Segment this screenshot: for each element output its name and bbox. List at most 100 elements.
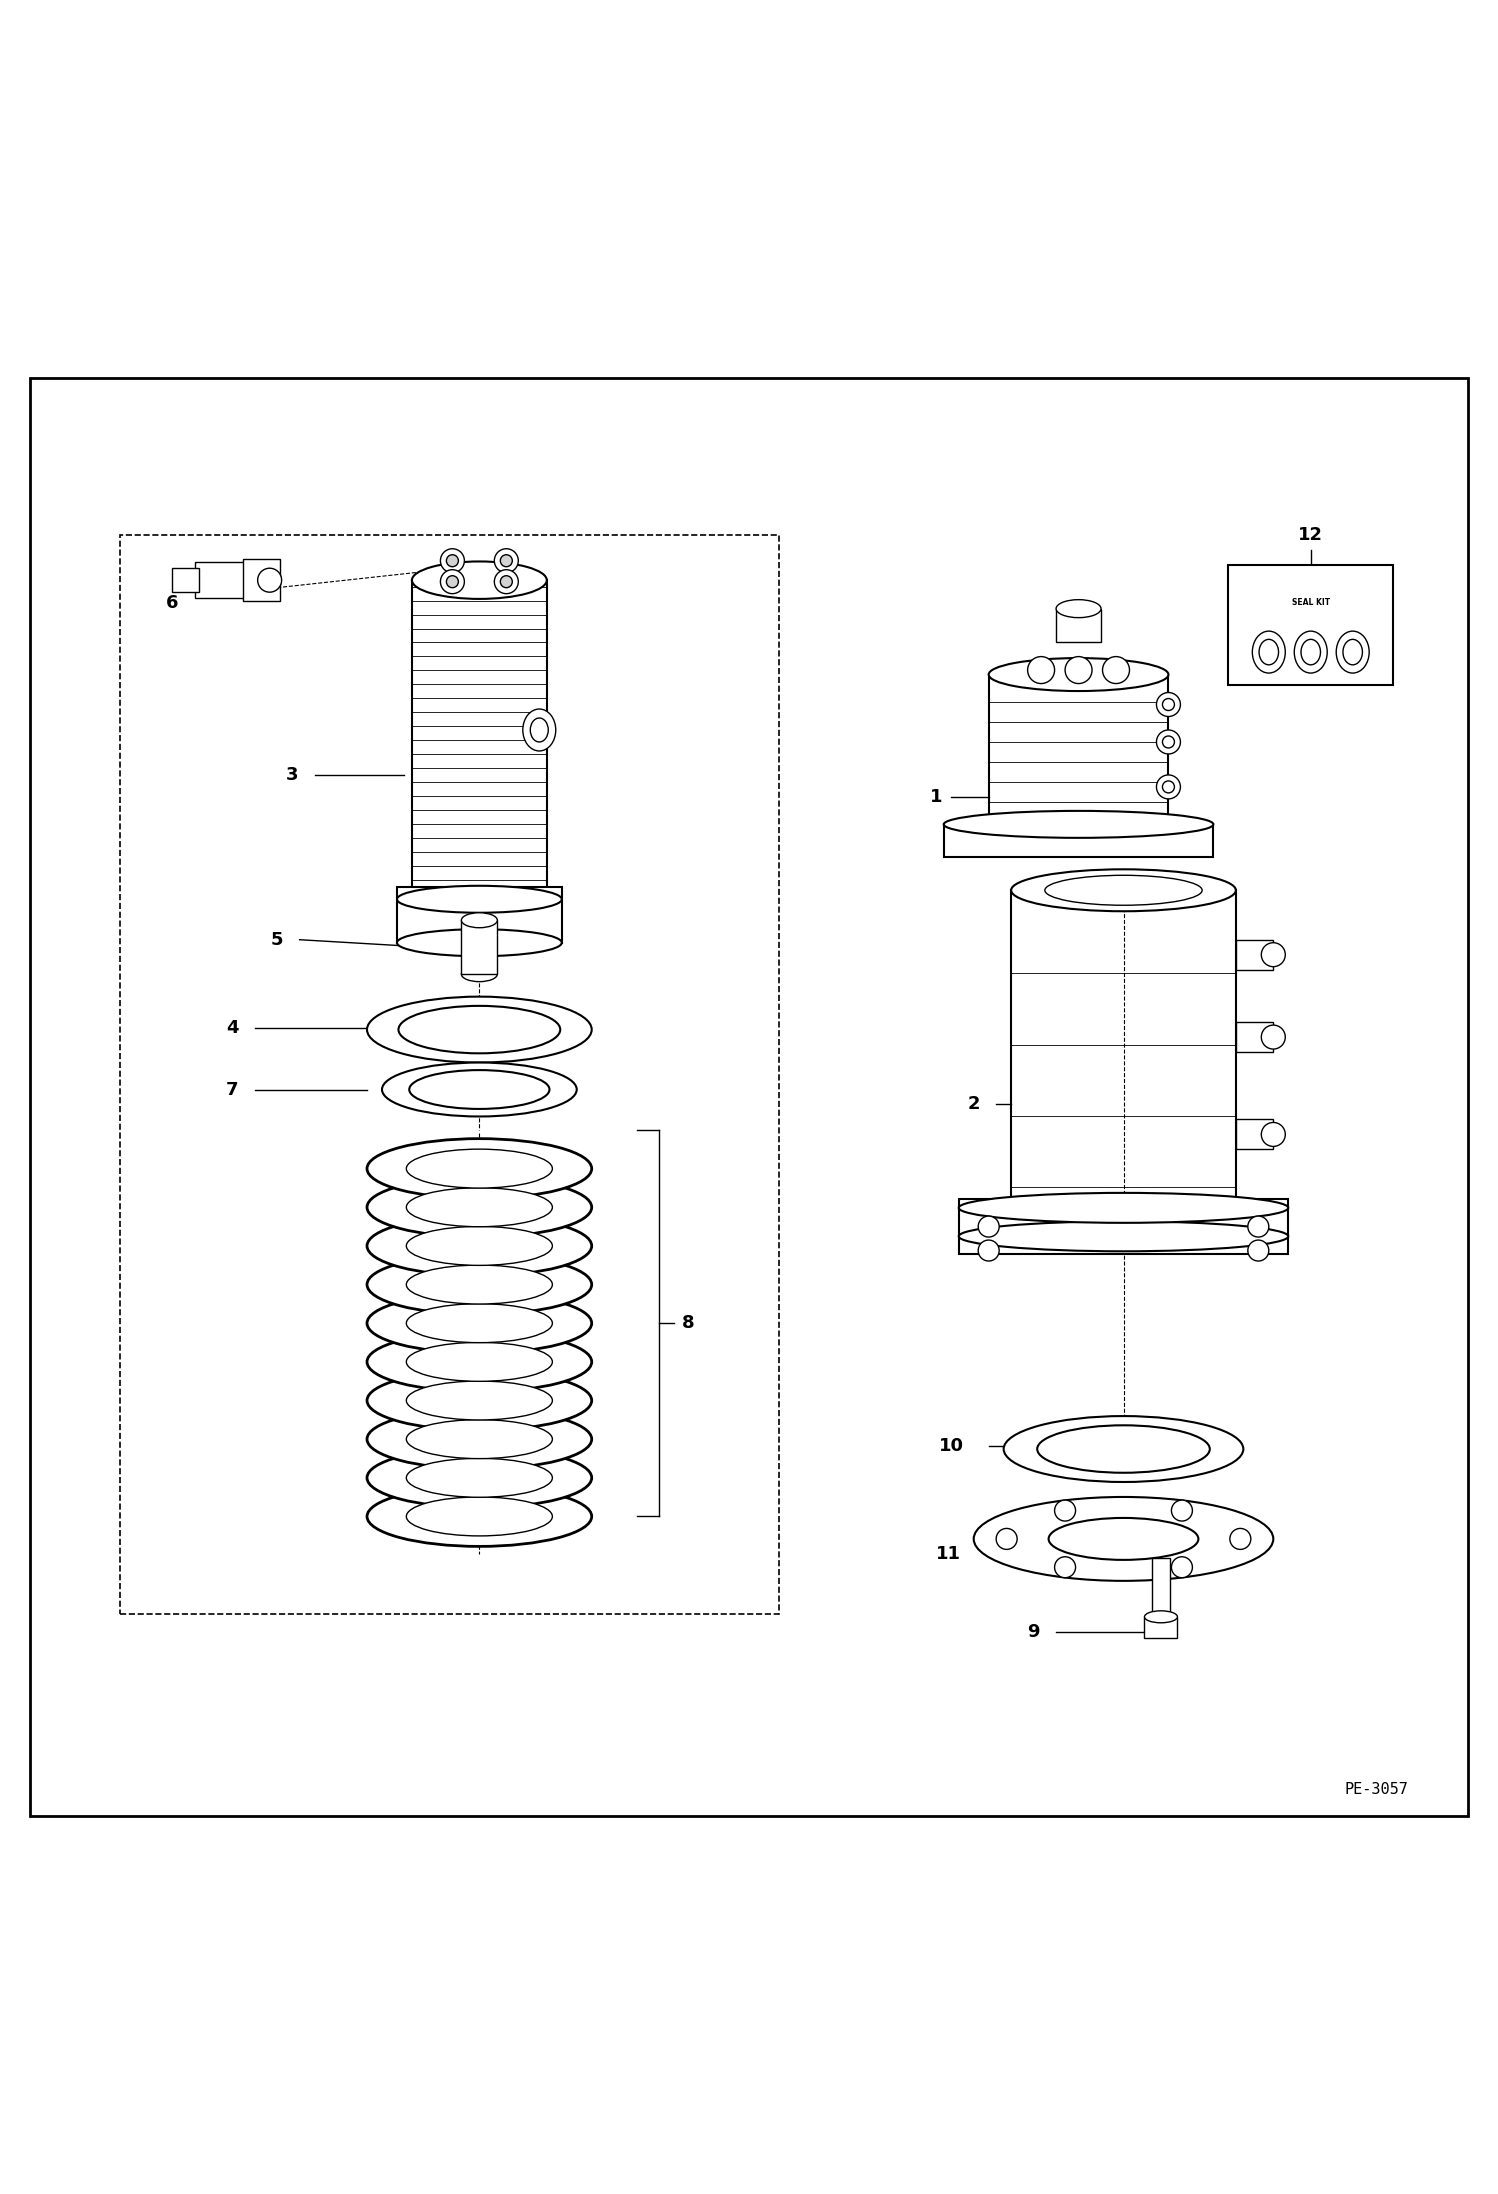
Ellipse shape (1011, 869, 1236, 911)
Circle shape (978, 1215, 999, 1237)
Ellipse shape (1037, 1426, 1210, 1472)
FancyBboxPatch shape (397, 886, 562, 943)
Ellipse shape (367, 1488, 592, 1547)
Text: 4: 4 (226, 1018, 238, 1038)
Bar (120, 535, 779, 1615)
Circle shape (1156, 731, 1180, 755)
Bar (172, 568, 199, 592)
Bar (1236, 1119, 1273, 1150)
Circle shape (446, 575, 458, 588)
Text: 11: 11 (936, 1545, 960, 1562)
Ellipse shape (367, 1409, 592, 1470)
Circle shape (996, 1529, 1017, 1549)
Circle shape (978, 1240, 999, 1262)
Ellipse shape (1342, 638, 1363, 665)
Ellipse shape (406, 1303, 553, 1343)
Bar (243, 559, 280, 601)
Circle shape (1028, 656, 1055, 685)
Circle shape (440, 570, 464, 595)
Ellipse shape (406, 1187, 553, 1226)
Circle shape (1261, 943, 1285, 968)
Ellipse shape (1144, 1610, 1177, 1624)
Ellipse shape (367, 1292, 592, 1354)
Circle shape (440, 548, 464, 573)
Ellipse shape (406, 1150, 553, 1189)
Bar (461, 919, 497, 974)
Text: 2: 2 (968, 1095, 980, 1115)
Circle shape (1171, 1501, 1192, 1520)
Ellipse shape (406, 1420, 553, 1459)
Ellipse shape (367, 1371, 592, 1430)
Ellipse shape (409, 1071, 550, 1108)
Text: 7: 7 (226, 1079, 238, 1099)
Ellipse shape (367, 1332, 592, 1391)
Ellipse shape (397, 886, 562, 913)
Circle shape (1248, 1215, 1269, 1237)
Ellipse shape (1049, 1518, 1198, 1560)
Circle shape (258, 568, 282, 592)
Ellipse shape (412, 562, 547, 599)
Bar (1144, 1617, 1177, 1637)
Ellipse shape (1252, 632, 1285, 674)
Ellipse shape (382, 1062, 577, 1117)
Ellipse shape (398, 1005, 560, 1053)
Text: SEAL KIT: SEAL KIT (1291, 599, 1330, 608)
Ellipse shape (406, 1226, 553, 1266)
Ellipse shape (367, 1139, 592, 1198)
Circle shape (1156, 774, 1180, 799)
Bar (195, 562, 277, 599)
Ellipse shape (367, 1178, 592, 1237)
Ellipse shape (1004, 1415, 1243, 1481)
Ellipse shape (367, 1215, 592, 1277)
Ellipse shape (959, 1222, 1288, 1251)
Text: 10: 10 (939, 1437, 963, 1455)
Ellipse shape (523, 709, 556, 750)
Circle shape (1103, 656, 1129, 685)
Ellipse shape (406, 1343, 553, 1382)
Ellipse shape (944, 812, 1213, 838)
Text: PE-3057: PE-3057 (1344, 1782, 1408, 1797)
Text: 3: 3 (286, 766, 298, 783)
Circle shape (1171, 1558, 1192, 1577)
Ellipse shape (461, 913, 497, 928)
Ellipse shape (989, 658, 1168, 691)
Text: 12: 12 (1299, 527, 1323, 544)
Circle shape (1055, 1558, 1076, 1577)
Ellipse shape (367, 996, 592, 1062)
Text: 9: 9 (1028, 1624, 1040, 1641)
Circle shape (494, 570, 518, 595)
Text: 6: 6 (166, 595, 178, 612)
Text: 1: 1 (930, 788, 942, 807)
Ellipse shape (1056, 599, 1101, 619)
Ellipse shape (367, 1255, 592, 1314)
Circle shape (1248, 1240, 1269, 1262)
Circle shape (1261, 1123, 1285, 1147)
Circle shape (500, 575, 512, 588)
Text: 8: 8 (682, 1314, 694, 1332)
Ellipse shape (1258, 638, 1279, 665)
Circle shape (1162, 735, 1174, 748)
Ellipse shape (530, 717, 548, 742)
Bar (944, 825, 1213, 858)
Circle shape (1156, 693, 1180, 717)
Ellipse shape (397, 930, 562, 957)
Bar (1152, 1558, 1170, 1621)
Circle shape (446, 555, 458, 566)
Circle shape (494, 548, 518, 573)
Ellipse shape (1046, 875, 1201, 906)
Ellipse shape (406, 1496, 553, 1536)
Bar (1236, 1022, 1273, 1053)
Circle shape (1230, 1529, 1251, 1549)
Ellipse shape (1300, 638, 1321, 665)
Ellipse shape (406, 1266, 553, 1303)
Bar (959, 1198, 1288, 1255)
Bar (1236, 939, 1273, 970)
Ellipse shape (959, 1194, 1288, 1222)
Circle shape (500, 555, 512, 566)
Ellipse shape (1294, 632, 1327, 674)
Ellipse shape (367, 1448, 592, 1507)
Circle shape (1055, 1501, 1076, 1520)
Ellipse shape (1336, 632, 1369, 674)
Circle shape (1162, 781, 1174, 792)
Circle shape (1162, 698, 1174, 711)
